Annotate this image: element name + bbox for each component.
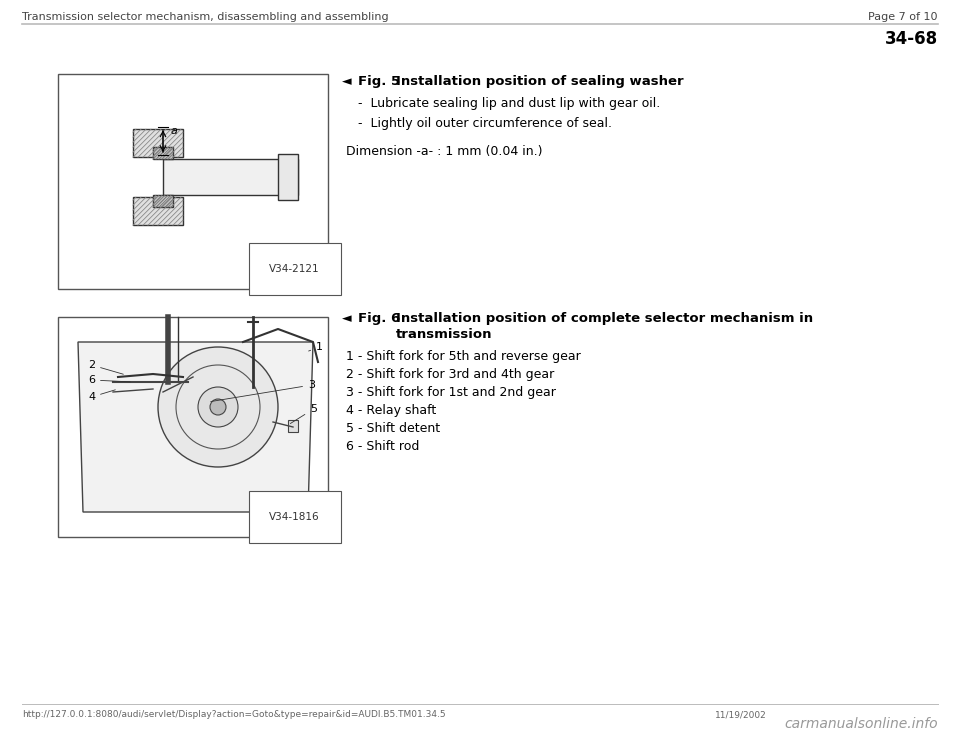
Text: a: a xyxy=(171,126,178,137)
Text: V34-1816: V34-1816 xyxy=(270,512,320,522)
Text: -  Lightly oil outer circumference of seal.: - Lightly oil outer circumference of sea… xyxy=(358,117,612,130)
Text: 1 - Shift fork for 5th and reverse gear: 1 - Shift fork for 5th and reverse gear xyxy=(346,350,581,363)
Bar xyxy=(133,129,183,157)
Text: Fig. 6: Fig. 6 xyxy=(358,312,400,325)
Text: 2 - Shift fork for 3rd and 4th gear: 2 - Shift fork for 3rd and 4th gear xyxy=(346,368,554,381)
Text: 2: 2 xyxy=(88,360,123,374)
Text: 3 - Shift fork for 1st and 2nd gear: 3 - Shift fork for 1st and 2nd gear xyxy=(346,386,556,399)
Text: Installation position of complete selector mechanism in: Installation position of complete select… xyxy=(396,312,813,325)
Text: V34-2121: V34-2121 xyxy=(270,264,320,274)
Text: 5 - Shift detent: 5 - Shift detent xyxy=(346,422,440,435)
Bar xyxy=(278,154,298,200)
Text: 6: 6 xyxy=(88,375,131,385)
Circle shape xyxy=(210,399,226,415)
Text: ◄: ◄ xyxy=(342,312,351,325)
Text: Transmission selector mechanism, disassembling and assembling: Transmission selector mechanism, disasse… xyxy=(22,12,389,22)
Bar xyxy=(153,195,173,207)
Text: 11/19/2002: 11/19/2002 xyxy=(715,710,767,719)
Bar xyxy=(153,195,173,207)
Text: transmission: transmission xyxy=(396,328,492,341)
Bar xyxy=(58,74,328,289)
Text: http://127.0.0.1:8080/audi/servlet/Display?action=Goto&type=repair&id=AUDI.B5.TM: http://127.0.0.1:8080/audi/servlet/Displ… xyxy=(22,710,445,719)
Polygon shape xyxy=(78,342,313,512)
Text: 34-68: 34-68 xyxy=(885,30,938,48)
Text: Page 7 of 10: Page 7 of 10 xyxy=(869,12,938,22)
Text: 6 - Shift rod: 6 - Shift rod xyxy=(346,440,420,453)
Bar xyxy=(288,420,298,432)
Bar xyxy=(133,129,183,157)
Text: carmanualsonline.info: carmanualsonline.info xyxy=(784,717,938,731)
Bar xyxy=(163,160,298,195)
Bar xyxy=(58,317,328,537)
Text: Installation position of sealing washer: Installation position of sealing washer xyxy=(396,75,684,88)
Text: 5: 5 xyxy=(290,404,317,424)
Text: 1: 1 xyxy=(308,342,323,352)
Text: ◄: ◄ xyxy=(342,75,351,88)
Text: 4: 4 xyxy=(88,390,115,402)
Text: -  Lubricate sealing lip and dust lip with gear oil.: - Lubricate sealing lip and dust lip wit… xyxy=(358,97,660,110)
Bar xyxy=(133,197,183,226)
Text: Fig. 5: Fig. 5 xyxy=(358,75,400,88)
Bar xyxy=(133,197,183,226)
Text: Dimension -a- : 1 mm (0.04 in.): Dimension -a- : 1 mm (0.04 in.) xyxy=(346,145,542,158)
Text: 3: 3 xyxy=(211,380,315,401)
Circle shape xyxy=(158,347,278,467)
Bar xyxy=(153,147,173,160)
Bar xyxy=(153,147,173,160)
Text: 4 - Relay shaft: 4 - Relay shaft xyxy=(346,404,436,417)
Circle shape xyxy=(198,387,238,427)
